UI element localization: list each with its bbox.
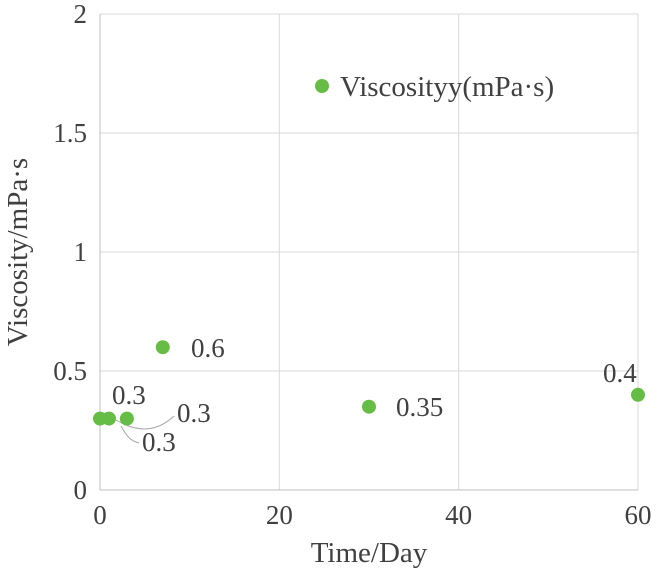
y-tick-label: 2 [74, 0, 88, 29]
data-label: 0.35 [396, 392, 443, 422]
x-tick-label: 60 [625, 500, 652, 530]
y-tick-label: 1.5 [53, 118, 87, 148]
x-tick-label: 40 [445, 500, 472, 530]
label-leader-line [120, 425, 140, 444]
x-axis-title: Time/Day [311, 537, 428, 569]
data-label: 0.4 [603, 358, 637, 388]
x-tick-label: 20 [266, 500, 293, 530]
legend-label: Viscosityy(mPa·s) [340, 71, 554, 103]
y-tick-label: 0 [74, 475, 88, 505]
data-label: 0.3 [142, 427, 176, 457]
data-point [631, 387, 645, 402]
y-axis-title: Viscosity/mPa·s [2, 158, 34, 346]
data-point [101, 411, 116, 426]
data-point [155, 340, 170, 355]
data-point [362, 399, 376, 414]
x-tick-label: 0 [93, 500, 107, 530]
y-tick-label: 0.5 [53, 356, 87, 386]
y-tick-label: 1 [74, 237, 88, 267]
legend-marker-icon [315, 79, 329, 93]
data-label: 0.3 [177, 398, 211, 428]
data-point [119, 411, 134, 426]
data-label: 0.3 [112, 380, 146, 410]
data-label: 0.6 [191, 333, 225, 363]
